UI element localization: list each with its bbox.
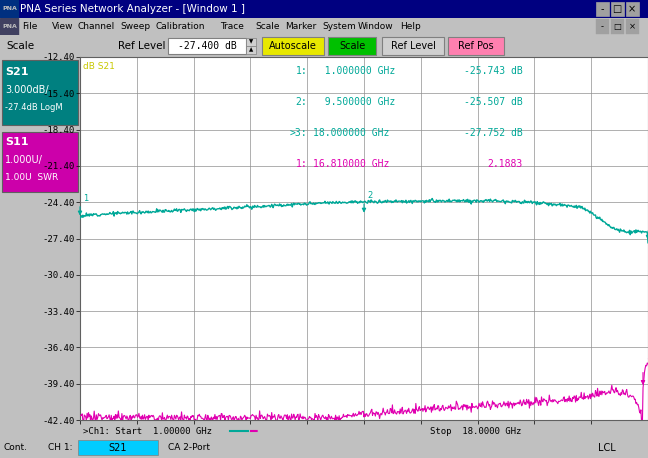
Text: -27.4dB LogM: -27.4dB LogM bbox=[5, 103, 63, 111]
Text: S11: S11 bbox=[5, 137, 29, 147]
Text: Window: Window bbox=[358, 22, 393, 31]
Bar bbox=[448, 37, 504, 55]
Text: Help: Help bbox=[400, 22, 421, 31]
Text: Trace: Trace bbox=[220, 22, 244, 31]
Text: 1:: 1: bbox=[295, 158, 307, 169]
Text: PNA: PNA bbox=[2, 24, 17, 29]
Text: PNA Series Network Analyzer - [Window 1 ]: PNA Series Network Analyzer - [Window 1 … bbox=[20, 4, 245, 14]
Bar bbox=[626, 2, 639, 16]
Bar bbox=[611, 2, 624, 16]
Bar bbox=[78, 440, 158, 455]
Bar bbox=[328, 37, 376, 55]
Text: dB S21: dB S21 bbox=[83, 62, 115, 71]
Text: View: View bbox=[52, 22, 73, 31]
Text: Marker: Marker bbox=[285, 22, 316, 31]
Text: -27.752 dB: -27.752 dB bbox=[464, 128, 523, 138]
Text: 3.000dB/: 3.000dB/ bbox=[5, 85, 49, 95]
Text: ▲: ▲ bbox=[249, 48, 253, 53]
Text: 2.1883: 2.1883 bbox=[488, 158, 523, 169]
Bar bbox=[0, 18, 18, 35]
Text: 1.000U/: 1.000U/ bbox=[5, 155, 43, 165]
Text: Scale: Scale bbox=[6, 41, 34, 51]
Text: 9.500000 GHz: 9.500000 GHz bbox=[313, 97, 395, 107]
Bar bbox=[2, 132, 78, 192]
Bar bbox=[596, 19, 609, 34]
Text: >Ch1: Start  1.00000 GHz: >Ch1: Start 1.00000 GHz bbox=[83, 426, 212, 436]
Bar bbox=[0, 0, 18, 18]
Text: Ref Level: Ref Level bbox=[118, 41, 165, 51]
Text: -27.400 dB: -27.400 dB bbox=[178, 41, 237, 51]
Text: S21: S21 bbox=[5, 67, 29, 77]
Text: LCL: LCL bbox=[598, 443, 616, 453]
Bar bbox=[2, 60, 78, 125]
Text: PNA: PNA bbox=[2, 6, 17, 11]
Text: S21: S21 bbox=[109, 443, 127, 453]
Text: Ref Level: Ref Level bbox=[391, 41, 435, 51]
Bar bbox=[262, 37, 324, 55]
Text: System: System bbox=[322, 22, 356, 31]
Text: Autoscale: Autoscale bbox=[269, 41, 317, 51]
Text: 1.000000 GHz: 1.000000 GHz bbox=[313, 66, 395, 76]
Text: □: □ bbox=[612, 4, 621, 14]
Bar bbox=[596, 2, 609, 16]
Text: CA 2-Port: CA 2-Port bbox=[168, 443, 210, 453]
Text: Stop  18.0000 GHz: Stop 18.0000 GHz bbox=[430, 426, 522, 436]
Text: ▼: ▼ bbox=[249, 39, 253, 44]
Text: 1: 1 bbox=[646, 358, 648, 367]
Text: -25.507 dB: -25.507 dB bbox=[464, 97, 523, 107]
Text: -: - bbox=[601, 22, 603, 31]
Text: Scale: Scale bbox=[339, 41, 365, 51]
Text: 1.00U  SWR: 1.00U SWR bbox=[5, 173, 58, 181]
Text: 16.810000 GHz: 16.810000 GHz bbox=[313, 158, 389, 169]
Text: Scale: Scale bbox=[255, 22, 279, 31]
Text: File: File bbox=[22, 22, 38, 31]
Bar bbox=[626, 19, 639, 34]
Text: 1: 1 bbox=[84, 194, 89, 203]
Text: ×: × bbox=[628, 4, 636, 14]
Text: Calibration: Calibration bbox=[155, 22, 205, 31]
Bar bbox=[611, 19, 624, 34]
Text: Ref Pos: Ref Pos bbox=[458, 41, 494, 51]
Text: ×: × bbox=[629, 22, 636, 31]
Text: 18.000000 GHz: 18.000000 GHz bbox=[313, 128, 389, 138]
Text: 2: 2 bbox=[367, 191, 373, 200]
Text: -: - bbox=[600, 4, 604, 14]
Text: Cont.: Cont. bbox=[4, 443, 28, 453]
Text: 1:: 1: bbox=[295, 66, 307, 76]
Text: Sweep: Sweep bbox=[120, 22, 150, 31]
Text: CH 1:: CH 1: bbox=[48, 443, 73, 453]
Text: -25.743 dB: -25.743 dB bbox=[464, 66, 523, 76]
Bar bbox=[168, 38, 246, 54]
Text: Channel: Channel bbox=[78, 22, 115, 31]
Text: □: □ bbox=[613, 22, 621, 31]
Text: >3:: >3: bbox=[290, 128, 307, 138]
Bar bbox=[246, 46, 256, 54]
Bar bbox=[382, 37, 444, 55]
Bar bbox=[246, 38, 256, 46]
Text: 2:: 2: bbox=[295, 97, 307, 107]
